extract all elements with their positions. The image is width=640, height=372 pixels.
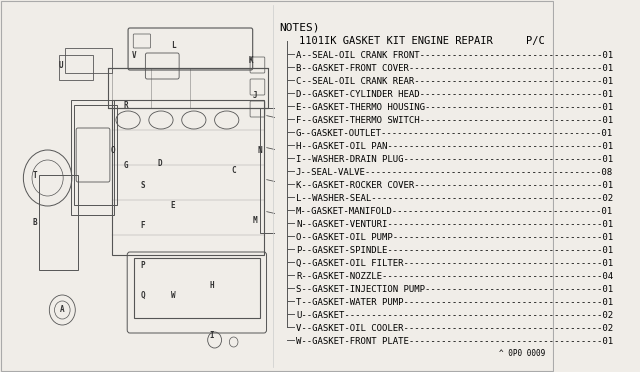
Text: M: M [253, 215, 257, 224]
Text: V--GASKET-OIL COOLER-------------------------------------02: V--GASKET-OIL COOLER--------------------… [296, 324, 613, 333]
Text: O: O [110, 145, 115, 154]
Text: C--SEAL-OIL CRANK REAR-----------------------------------01: C--SEAL-OIL CRANK REAR------------------… [296, 77, 613, 86]
Text: M--GASKET-MANIFOLD---------------------------------------01: M--GASKET-MANIFOLD----------------------… [296, 207, 613, 216]
Text: N--GASKET-VENTURI----------------------------------------01: N--GASKET-VENTURI-----------------------… [296, 220, 613, 229]
FancyArrowPatch shape [267, 116, 283, 119]
Text: E--GASKET-THERMO HOUSING---------------------------------01: E--GASKET-THERMO HOUSING----------------… [296, 103, 613, 112]
Text: I: I [210, 330, 214, 340]
Text: J--SEAL-VALVE--------------------------------------------08: J--SEAL-VALVE---------------------------… [296, 168, 613, 177]
FancyArrowPatch shape [267, 148, 283, 151]
Text: P--GASKET-SPINDLE----------------------------------------01: P--GASKET-SPINDLE-----------------------… [296, 246, 613, 255]
Text: B: B [32, 218, 37, 227]
Text: S: S [140, 180, 145, 189]
Text: T: T [32, 170, 37, 180]
Text: H--GASKET-OIL PAN----------------------------------------01: H--GASKET-OIL PAN-----------------------… [296, 142, 613, 151]
Text: E: E [171, 201, 175, 209]
Text: A--SEAL-OIL CRANK FRONT----------------------------------01: A--SEAL-OIL CRANK FRONT-----------------… [296, 51, 613, 60]
Text: L: L [171, 41, 175, 49]
Text: D: D [158, 158, 163, 167]
Text: C: C [231, 166, 236, 174]
Text: O--GASKET-OIL PUMP---------------------------------------01: O--GASKET-OIL PUMP----------------------… [296, 233, 613, 242]
Text: N: N [257, 145, 262, 154]
Text: K--GASKET-ROCKER COVER-----------------------------------01: K--GASKET-ROCKER COVER------------------… [296, 181, 613, 190]
Text: G: G [123, 160, 128, 170]
Text: W: W [171, 291, 175, 299]
Text: B--GASKET-FRONT COVER------------------------------------01: B--GASKET-FRONT COVER-------------------… [296, 64, 613, 73]
Text: Q: Q [140, 291, 145, 299]
Text: L--WASHER-SEAL-------------------------------------------02: L--WASHER-SEAL--------------------------… [296, 194, 613, 203]
Text: F--GASKET-THERMO SWITCH----------------------------------01: F--GASKET-THERMO SWITCH-----------------… [296, 116, 613, 125]
Text: K: K [248, 55, 253, 64]
Text: S--GASKET-INJECTION PUMP---------------------------------01: S--GASKET-INJECTION PUMP----------------… [296, 285, 613, 294]
Text: NOTES): NOTES) [280, 22, 320, 32]
Text: P: P [140, 260, 145, 269]
Text: D--GASKET-CYLINDER HEAD----------------------------------01: D--GASKET-CYLINDER HEAD-----------------… [296, 90, 613, 99]
Text: T--GASKET-WATER PUMP-------------------------------------01: T--GASKET-WATER PUMP--------------------… [296, 298, 613, 307]
Text: A: A [60, 305, 65, 314]
Text: ^ 0P0 0009: ^ 0P0 0009 [499, 349, 545, 358]
Text: R--GASKET-NOZZLE-----------------------------------------04: R--GASKET-NOZZLE------------------------… [296, 272, 613, 281]
Text: H: H [210, 280, 214, 289]
Text: P/C: P/C [527, 36, 545, 46]
Text: 1101IK GASKET KIT ENGINE REPAIR: 1101IK GASKET KIT ENGINE REPAIR [300, 36, 493, 46]
Text: I--WASHER-DRAIN PLUG-------------------------------------01: I--WASHER-DRAIN PLUG--------------------… [296, 155, 613, 164]
Text: U--GASKET------------------------------------------------02: U--GASKET-------------------------------… [296, 311, 613, 320]
Text: W--GASKET-FRONT PLATE------------------------------------01: W--GASKET-FRONT PLATE-------------------… [296, 337, 613, 346]
FancyArrowPatch shape [267, 212, 283, 215]
Text: U: U [58, 61, 63, 70]
Text: V: V [132, 51, 136, 60]
Text: Q--GASKET-OIL FILTER-------------------------------------01: Q--GASKET-OIL FILTER--------------------… [296, 259, 613, 268]
FancyBboxPatch shape [275, 5, 548, 360]
Text: R: R [123, 100, 128, 109]
FancyArrowPatch shape [267, 180, 283, 183]
Text: G--GASKET-OUTLET-----------------------------------------01: G--GASKET-OUTLET------------------------… [296, 129, 613, 138]
Text: J: J [253, 90, 257, 99]
Text: F: F [140, 221, 145, 230]
